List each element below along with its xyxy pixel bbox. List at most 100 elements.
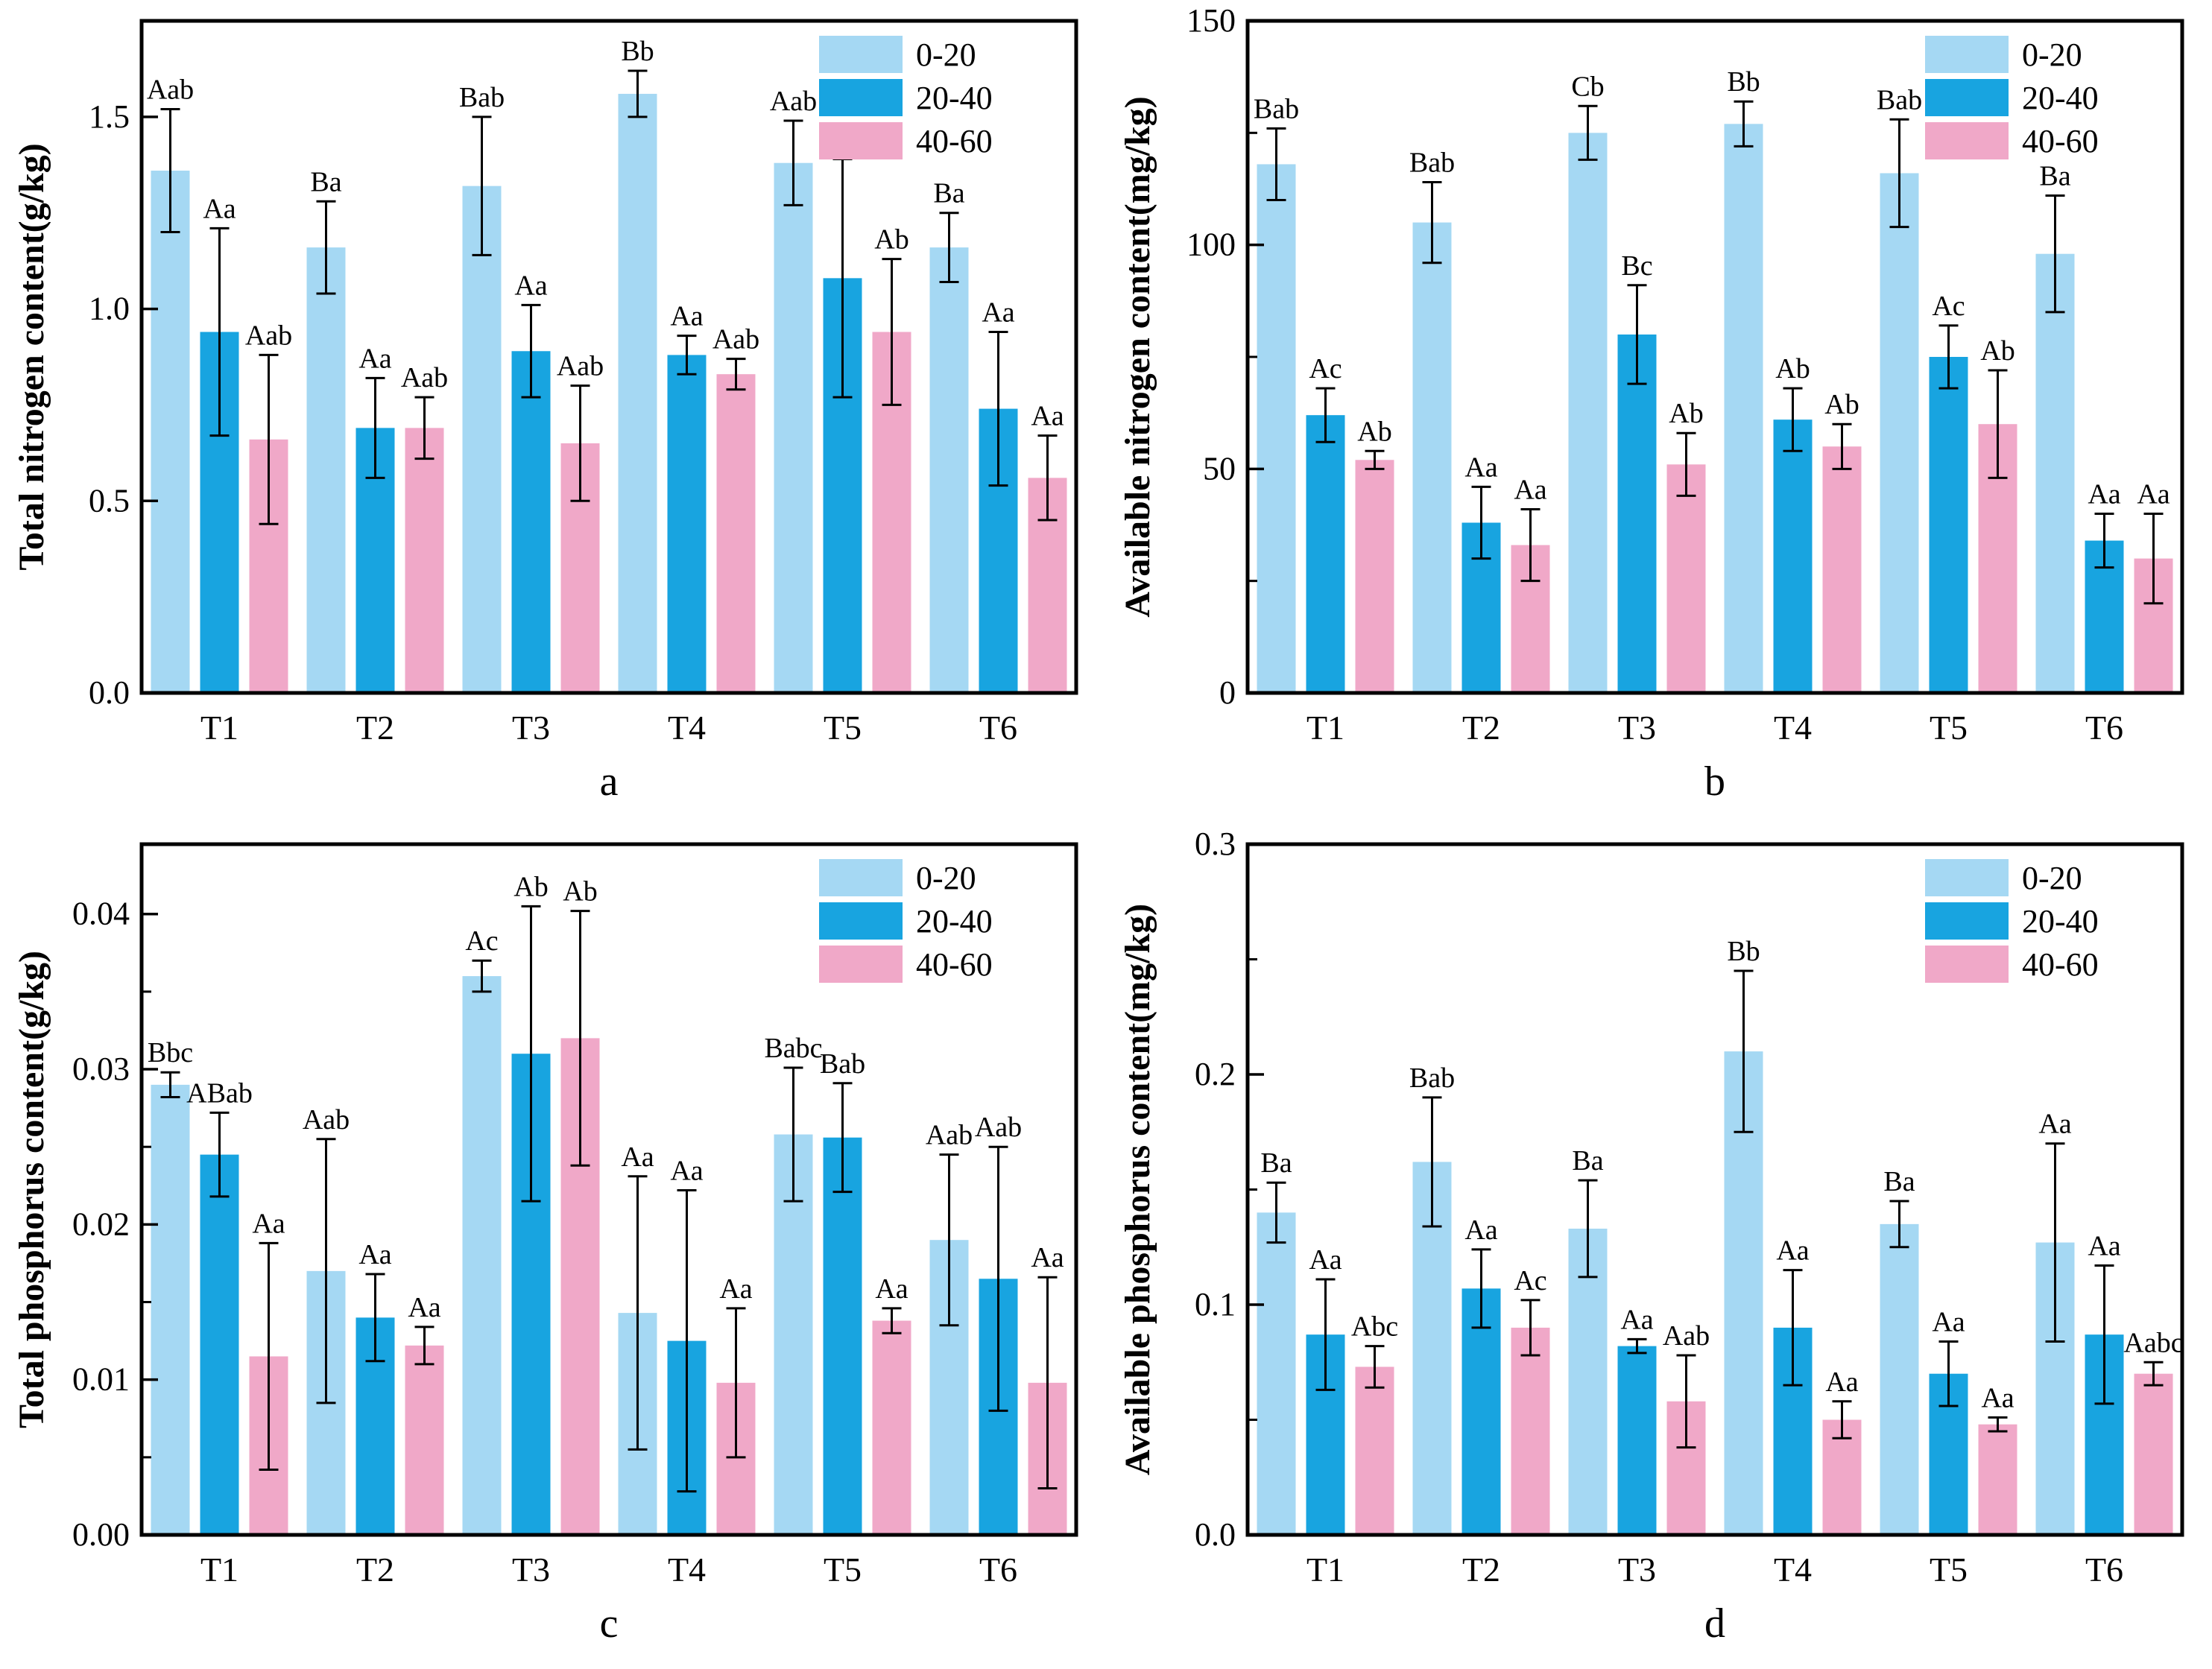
sig-label: Ba xyxy=(1883,1166,1915,1197)
sig-label: Aab xyxy=(1663,1320,1710,1352)
sig-label: Aab xyxy=(926,1120,973,1151)
sig-label: Aa xyxy=(1309,1244,1342,1276)
sig-label: Ba xyxy=(310,166,341,197)
sig-label: Ab xyxy=(1357,416,1391,447)
sig-label: Aa xyxy=(1031,401,1064,432)
chart-available-nitrogen-svg: BabAcAbT1BabAaAaT2CbBcAbT3BbAbAbT4BabAcA… xyxy=(1118,2,2184,805)
error-bar xyxy=(365,376,385,479)
legend-swatch-20-40 xyxy=(1925,902,2009,940)
error-bar xyxy=(1889,118,1909,229)
bar-0-20-T5 xyxy=(774,162,813,694)
error-bar xyxy=(2045,1142,2065,1343)
error-bar xyxy=(1783,387,1803,452)
error-bar xyxy=(1627,284,1647,385)
legend-swatch-20-40 xyxy=(819,79,903,116)
bar-0-20-T1 xyxy=(1257,164,1296,694)
sig-label: Aa xyxy=(621,1141,654,1173)
sig-label: Aab xyxy=(557,351,604,382)
error-bar xyxy=(2143,1361,2164,1387)
x-tick-label: T1 xyxy=(200,709,238,747)
error-bar xyxy=(2094,512,2114,569)
legend-swatch-20-40 xyxy=(1925,79,2009,116)
bar-40-60-T2 xyxy=(1511,1327,1550,1535)
sig-label: Bab xyxy=(820,1048,865,1080)
sig-label: Aab xyxy=(712,324,759,355)
sig-label: Ab xyxy=(563,876,597,908)
x-tick-label: T3 xyxy=(1618,1551,1656,1589)
sig-label: Aa xyxy=(358,1239,391,1270)
x-tick-label: T4 xyxy=(1774,709,1812,747)
legend-swatch-40-60 xyxy=(819,946,903,983)
error-bar xyxy=(1832,422,1852,470)
sig-label: Aa xyxy=(1932,1306,1965,1337)
error-bar xyxy=(988,330,1008,487)
y-axis-title: Available nitrogen content(mg/kg) xyxy=(1118,96,1157,618)
x-tick-label: T4 xyxy=(668,709,706,747)
sig-label: Aa xyxy=(203,193,236,224)
sig-label: Bb xyxy=(621,36,654,67)
error-bar xyxy=(628,69,648,118)
error-bar xyxy=(160,1071,180,1099)
legend-swatch-40-60 xyxy=(1925,122,2009,159)
error-bar xyxy=(677,1189,697,1493)
panel-letter: a xyxy=(600,759,619,805)
sig-label: Cb xyxy=(1571,71,1604,102)
y-tick-label: 0.00 xyxy=(72,1516,130,1553)
sig-label: Aa xyxy=(875,1273,908,1305)
sig-label: Bab xyxy=(1409,147,1455,178)
legend-label: 40-60 xyxy=(2022,946,2099,983)
sig-label: Aab xyxy=(245,320,292,351)
legend-label: 20-40 xyxy=(916,80,993,116)
bar-40-60-T4 xyxy=(716,374,756,693)
error-bar xyxy=(1676,431,1696,497)
y-tick-label: 0.04 xyxy=(72,896,130,932)
bar-0-20-T3 xyxy=(1568,133,1608,694)
error-bar xyxy=(209,1111,230,1198)
error-bar xyxy=(2045,194,2065,314)
legend-swatch-20-40 xyxy=(819,902,903,940)
error-bar xyxy=(1988,369,2008,479)
bar-20-40-T3 xyxy=(1617,1346,1657,1535)
plot-frame xyxy=(139,842,1078,1537)
error-bar xyxy=(521,303,541,399)
sig-label: Bb xyxy=(1727,66,1760,98)
y-tick-label: 50 xyxy=(1203,450,1236,487)
bar-0-20-T2 xyxy=(1412,222,1452,694)
error-bar xyxy=(1037,434,1058,522)
error-bar xyxy=(1520,1299,1540,1357)
bar-40-60-T5 xyxy=(1978,1424,2017,1535)
bar-0-20-T1 xyxy=(151,171,190,693)
error-bar xyxy=(1938,324,1959,390)
sig-label: Aa xyxy=(252,1208,285,1239)
error-bar xyxy=(1676,1354,1696,1449)
sig-label: Abc xyxy=(1351,1311,1398,1343)
sig-label: Ab xyxy=(1669,398,1703,429)
y-axis-title: Total phosphorus content(g/kg) xyxy=(12,951,51,1428)
error-bar xyxy=(1783,1269,1803,1387)
bar-20-40-T2 xyxy=(1462,1288,1501,1535)
bar-0-20-T3 xyxy=(462,976,502,1535)
y-axis-title: Total nitrogen content(g/kg) xyxy=(12,143,51,570)
x-tick-label: T2 xyxy=(1462,1551,1500,1589)
legend-swatch-40-60 xyxy=(819,122,903,159)
x-tick-label: T3 xyxy=(512,1551,550,1589)
bar-20-40-T1 xyxy=(1306,415,1345,693)
panel-letter: b xyxy=(1704,759,1725,805)
y-tick-label: 0.5 xyxy=(89,482,130,519)
error-bar xyxy=(316,1138,336,1404)
bar-20-40-T4 xyxy=(667,355,707,693)
sig-label: ABab xyxy=(186,1077,253,1109)
bar-0-20-T5 xyxy=(1880,173,1919,693)
panel-letter: d xyxy=(1704,1600,1725,1647)
y-tick-label: 1.0 xyxy=(89,291,130,327)
x-tick-label: T6 xyxy=(979,1551,1017,1589)
y-tick-label: 0.1 xyxy=(1195,1286,1236,1323)
bar-20-40-T1 xyxy=(200,1154,239,1535)
sig-label: Aa xyxy=(982,297,1014,328)
sig-label: Aa xyxy=(1981,1382,2014,1413)
x-tick-label: T6 xyxy=(979,709,1017,747)
error-bar xyxy=(1365,1345,1385,1389)
x-tick-label: T5 xyxy=(824,1551,862,1589)
sig-label: Aa xyxy=(514,270,547,301)
